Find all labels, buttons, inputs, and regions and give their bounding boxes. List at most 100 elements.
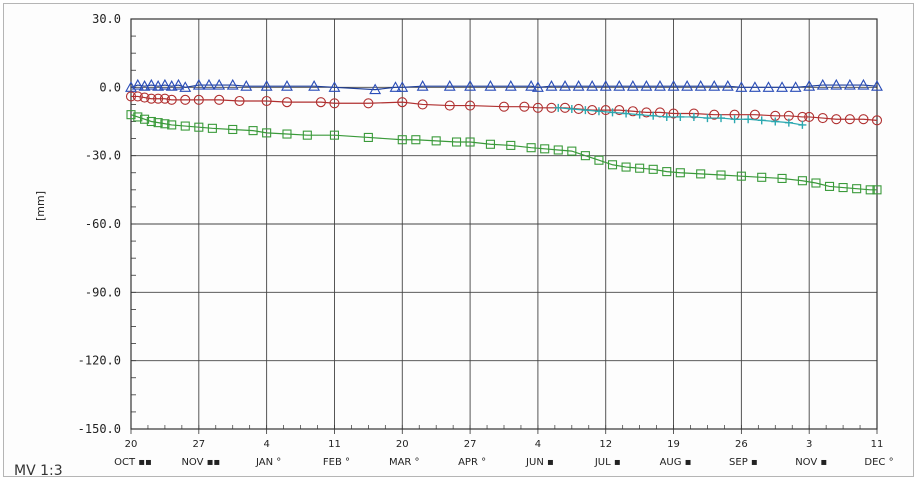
data-point-square <box>302 130 312 140</box>
data-point-circle <box>397 97 408 108</box>
x-tick-month: NOV ▪▪ <box>181 457 220 468</box>
data-point-square <box>797 176 807 186</box>
chart-svg: 30.0 0.0 -30.0 -60.0 -90.0 -120.0 -150.0 20 OCT … <box>34 12 894 468</box>
y-tick-label: -60.0 <box>85 217 121 231</box>
data-point-circle <box>465 100 476 111</box>
data-point-triangle <box>165 80 178 91</box>
grid <box>131 19 877 429</box>
x-tick-month: AUG ▪ <box>660 457 692 468</box>
data-point-triangle <box>369 83 382 95</box>
data-point-circle <box>817 113 828 124</box>
series-plus <box>554 103 807 129</box>
data-point-square <box>635 163 645 173</box>
data-point-triangle <box>586 80 599 91</box>
data-point-square <box>194 122 204 132</box>
x-tick-day: 4 <box>263 439 269 450</box>
tick-labels: 30.0 0.0 -30.0 -60.0 -90.0 -120.0 -150.0 20 OCT … <box>34 12 894 468</box>
data-point-square <box>167 120 177 130</box>
data-point-circle <box>627 106 638 117</box>
x-tick-month: JAN ° <box>255 457 281 468</box>
data-point-triangle <box>281 80 293 91</box>
data-point-triangle <box>789 81 802 92</box>
series-circle <box>125 91 883 126</box>
data-point-circle <box>315 97 326 108</box>
x-tick-day: 19 <box>667 439 680 450</box>
data-point-triangle <box>599 80 612 91</box>
data-point-square <box>594 155 604 165</box>
data-point-triangle <box>803 80 816 91</box>
data-point-circle <box>709 109 720 120</box>
data-point-circle <box>600 105 611 116</box>
data-point-triangle <box>525 80 538 91</box>
data-point-circle <box>214 94 225 105</box>
data-point-triangle <box>776 81 788 92</box>
data-point-triangle <box>667 80 680 91</box>
data-point-square <box>607 160 618 170</box>
x-tick-day: 27 <box>192 439 205 450</box>
data-point-triangle <box>559 80 571 91</box>
data-point-circle <box>146 93 157 104</box>
x-tick-day: 4 <box>535 439 541 450</box>
data-point-circle <box>281 97 293 108</box>
data-point-circle <box>641 107 652 118</box>
data-point-circle <box>749 109 760 120</box>
data-point-circle <box>532 102 543 113</box>
data-point-triangle <box>871 80 883 91</box>
data-point-circle <box>166 94 177 105</box>
data-point-square <box>465 137 475 147</box>
data-point-triangle <box>260 80 273 91</box>
data-point-plus <box>757 116 766 125</box>
series-line <box>131 95 878 121</box>
data-point-square <box>621 162 631 172</box>
data-point-circle <box>417 99 428 110</box>
data-point-circle <box>519 101 530 112</box>
x-tick-day: 12 <box>599 439 612 450</box>
data-point-square <box>777 173 787 183</box>
series-square <box>126 110 882 195</box>
x-tick-month: DEC ° <box>864 457 893 468</box>
x-tick-day: 27 <box>464 439 477 450</box>
data-point-square <box>872 185 882 195</box>
data-point-triangle <box>226 78 239 90</box>
data-point-square <box>648 164 658 174</box>
data-point-circle <box>614 105 625 116</box>
x-tick-day: 11 <box>871 439 884 450</box>
data-point-triangle <box>138 80 151 91</box>
data-point-circle <box>831 114 842 125</box>
x-tick-month: FEB ° <box>323 457 350 468</box>
data-point-circle <box>234 95 245 107</box>
data-point-square <box>180 121 190 131</box>
data-point-plus <box>554 103 563 112</box>
y-tick-label: -30.0 <box>85 149 121 163</box>
data-point-triangle <box>203 78 215 90</box>
data-point-square <box>160 119 170 129</box>
data-point-triangle <box>152 80 165 91</box>
data-point-triangle <box>328 81 341 92</box>
y-tick-label: -150.0 <box>78 422 121 436</box>
data-point-plus <box>567 104 576 113</box>
plot-area <box>125 78 883 195</box>
data-point-circle <box>858 114 869 125</box>
data-point-triangle <box>308 80 321 91</box>
data-point-square <box>282 129 292 139</box>
data-point-plus <box>581 106 590 115</box>
data-point-triangle <box>179 81 192 92</box>
data-point-triangle <box>640 80 653 91</box>
x-tick-day: 20 <box>396 439 409 450</box>
data-point-plus <box>622 109 631 118</box>
x-tick-month: MAR ° <box>389 457 420 468</box>
data-point-square <box>133 112 143 122</box>
data-point-square <box>329 130 340 140</box>
data-point-triangle <box>145 78 158 90</box>
data-point-triangle <box>131 78 144 90</box>
data-point-triangle <box>213 78 226 90</box>
data-point-square <box>567 146 577 156</box>
chart-caption: MV 1:3 <box>14 463 63 479</box>
data-point-plus <box>784 118 793 127</box>
data-point-triangle <box>396 81 409 92</box>
data-point-circle <box>139 92 150 103</box>
data-point-plus <box>717 114 726 123</box>
data-point-plus <box>703 114 712 123</box>
data-point-square <box>838 183 848 193</box>
data-point-square <box>228 124 238 135</box>
